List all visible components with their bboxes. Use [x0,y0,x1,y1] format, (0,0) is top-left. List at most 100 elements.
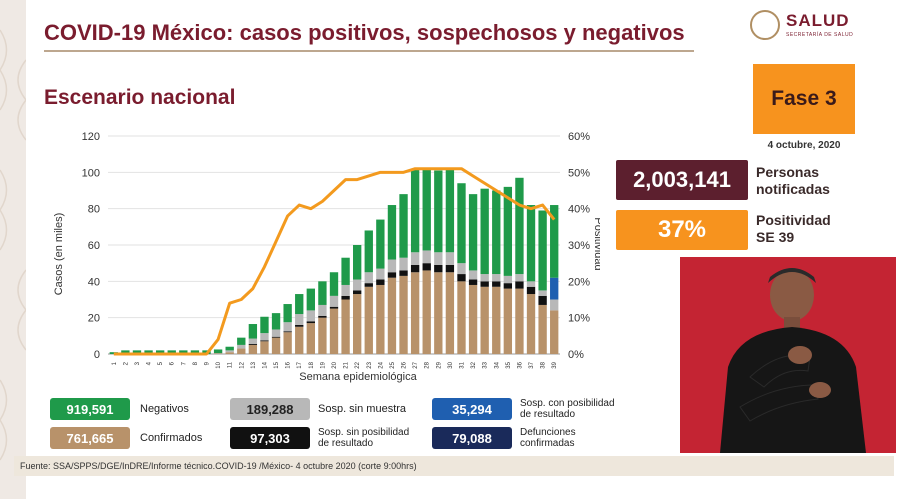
x-tick-label: 11 [228,361,234,368]
bar-segment [283,322,292,332]
x-tick-label: 39 [552,361,558,368]
bar-segment [538,304,547,354]
y2-tick-label: 40% [568,204,590,216]
bar-segment [399,194,408,258]
bar-segment [376,268,385,280]
bar-segment [503,283,513,289]
legend-con-posibilidad-label-line2: de resultado [520,409,576,420]
bar-segment [237,337,246,345]
salud-logo: SALUD SECRETARÍA DE SALUD [750,8,870,46]
y2-tick-label: 0% [568,349,584,361]
bar-segment [468,270,478,280]
notificadas-label: Personas notificadas [756,164,830,198]
x-tick-label: 2 [123,361,129,365]
bar-segment [410,272,420,354]
y2-tick-label: 20% [568,276,590,288]
x-tick-label: 10 [216,361,222,368]
bar-segment [306,288,315,311]
title-divider [44,50,694,52]
x-tick-label: 28 [425,361,431,368]
x-tick-label: 35 [506,361,512,368]
x-axis-label: Semana epidemiológica [299,371,417,383]
legend-con-posibilidad-label: Sosp. con posibilidad de resultado [520,398,615,420]
legend-defunciones-value: 79,088 [432,427,512,449]
logo-text: SALUD [786,11,850,30]
legend-confirmados-value: 761,665 [50,427,130,449]
y-tick-labels: 0 20 40 60 80 100 120 [82,131,100,361]
bar-segment [353,290,362,295]
x-tick-label: 27 [413,361,419,368]
x-tick-label: 20 [332,361,338,368]
x-tick-label: 14 [262,361,268,368]
notificadas-label-line2: notificadas [756,181,830,197]
x-tick-label: 22 [355,361,361,368]
x-tick-label: 38 [541,361,547,368]
bar-segment [457,274,466,282]
legend-defunciones-label-line2: confirmadas [520,438,575,449]
bar-segment [225,350,234,353]
x-tick-label: 32 [471,361,477,368]
x-tick-label: 31 [459,361,465,368]
positividad-line-path [113,167,556,356]
legend-sin-posibilidad-label-line2: de resultado [318,438,374,449]
bar-segment [538,290,547,296]
bar-segment [492,190,501,275]
bar-segment [213,349,223,354]
x-tick-label: 16 [286,361,292,368]
y2-tick-label: 50% [568,167,590,179]
legend-sin-muestra-label: Sosp. sin muestra [318,403,407,415]
y-axis-label: Casos (en miles) [53,213,65,296]
bar-segment [283,331,292,333]
x-tick-label: 34 [494,361,500,368]
bar-segment [353,294,362,354]
bar-segment [399,270,408,276]
bar-segment [132,350,142,354]
bar-segment [410,252,420,265]
bar-segment [492,286,501,354]
bar-segment [271,313,281,330]
bar-segment [422,270,431,354]
bar-segment [550,299,559,311]
bar-segment [364,283,373,287]
bar-segment [248,344,258,345]
bar-segment [260,340,269,342]
x-tick-label: 1 [112,361,118,365]
bar-segment [399,275,408,354]
x-tick-label: 9 [205,361,211,365]
bar-segment [271,337,281,354]
bar-segment [480,188,489,275]
positividad-label: Positividad SE 39 [756,212,831,246]
legend-negativos-label: Negativos [140,403,189,415]
bar-segment [480,281,489,287]
bar-segment [318,281,327,305]
bar-segment [225,352,234,354]
x-tick-label: 13 [251,361,257,368]
bar-segment [248,324,258,339]
bar-segment [329,272,339,296]
notificadas-label-line1: Personas [756,164,820,180]
bar-segment [434,264,443,273]
bar-segment [260,333,269,341]
legend-negativos-value: 919,591 [50,398,130,420]
decorative-band [0,0,26,499]
bars [109,168,559,354]
bar-segment [457,263,466,275]
bar-segment [410,168,420,253]
bar-segment [364,272,373,284]
bar-segment [248,344,258,354]
bar-segment [503,275,513,284]
bar-segment [376,279,385,285]
x-tick-label: 30 [448,361,454,368]
bar-segment [434,272,443,354]
seal-icon [750,10,780,40]
bar-segment [526,294,536,354]
bar-segment [364,230,373,273]
x-tick-label: 4 [147,361,153,365]
bar-segment [237,344,246,349]
bar-segment [248,338,258,345]
bar-segment [144,350,153,354]
bar-segment [341,284,350,296]
bar-segment [271,336,281,338]
report-date: 4 octubre, 2020 [767,140,841,151]
